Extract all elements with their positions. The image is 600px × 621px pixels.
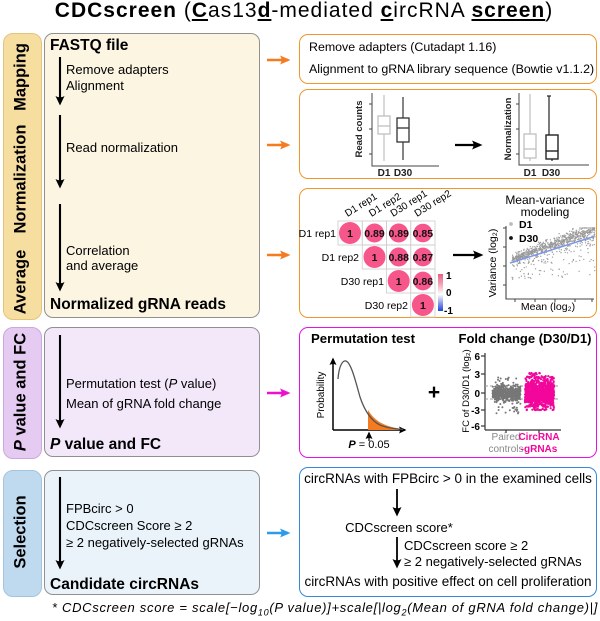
svg-text:+: +: [428, 381, 440, 404]
svg-text:-1: -1: [444, 306, 453, 317]
svg-text:P = 0.05: P = 0.05: [348, 439, 389, 451]
svg-text:Mean-variance: Mean-variance: [505, 193, 585, 207]
svg-text:D1 rep1: D1 rep1: [299, 228, 337, 240]
svg-text:CircRNA: CircRNA: [518, 432, 559, 443]
svg-text:D30: D30: [394, 168, 413, 179]
svg-text:0.89: 0.89: [364, 228, 385, 240]
svg-text:FC of D30/D1 (log₂): FC of D30/D1 (log₂): [461, 349, 472, 432]
svg-text:-3: -3: [471, 406, 480, 417]
svg-text:D30: D30: [519, 233, 538, 245]
svg-text:Paired: Paired: [492, 432, 521, 443]
svg-text:1: 1: [446, 271, 452, 282]
svg-text:Read counts: Read counts: [354, 100, 365, 157]
svg-text:1: 1: [396, 276, 402, 288]
svg-text:Fold change (D30/D1): Fold change (D30/D1): [459, 331, 592, 346]
svg-text:D1: D1: [519, 219, 533, 231]
svg-text:D30: D30: [542, 168, 561, 179]
svg-text:Normalization: Normalization: [503, 97, 514, 160]
svg-text:-6: -6: [471, 422, 480, 433]
svg-text:modeling: modeling: [521, 205, 570, 219]
svg-text:6: 6: [474, 352, 480, 363]
svg-text:Permutation test: Permutation test: [311, 331, 416, 346]
svg-text:controls: controls: [488, 444, 523, 455]
svg-text:Variance (log₂): Variance (log₂): [487, 229, 499, 298]
svg-text:Probability: Probability: [316, 372, 327, 419]
svg-text:0.88: 0.88: [388, 252, 409, 264]
svg-text:1: 1: [372, 252, 378, 264]
svg-text:0.89: 0.89: [388, 228, 409, 240]
svg-text:0.87: 0.87: [413, 252, 434, 264]
svg-text:Mean (log₂): Mean (log₂): [521, 301, 575, 313]
svg-text:0: 0: [446, 288, 452, 299]
svg-text:D30 rep2: D30 rep2: [365, 300, 408, 312]
svg-text:D1: D1: [378, 168, 391, 179]
svg-text:D30 rep1: D30 rep1: [341, 276, 384, 288]
svg-text:0: 0: [474, 389, 480, 400]
svg-text:1: 1: [347, 228, 353, 240]
svg-text:D1: D1: [524, 168, 537, 179]
svg-text:0.85: 0.85: [413, 228, 434, 240]
svg-text:D1 rep2: D1 rep2: [322, 252, 360, 264]
svg-text:1: 1: [420, 300, 426, 312]
svg-text:-gRNAs: -gRNAs: [521, 444, 558, 455]
svg-text:3: 3: [474, 370, 480, 381]
svg-text:0.86: 0.86: [413, 276, 434, 288]
